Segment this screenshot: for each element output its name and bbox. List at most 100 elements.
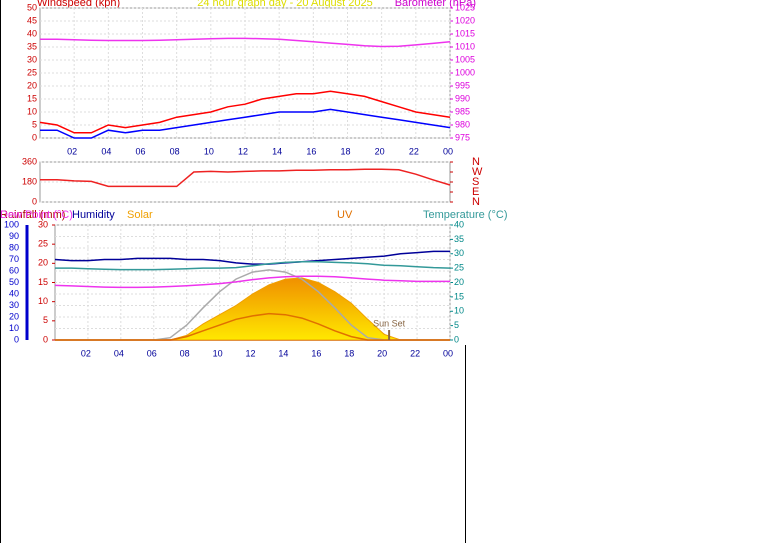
- y3-tick-label: 20: [38, 258, 48, 268]
- y3-tick-label: 10: [38, 296, 48, 306]
- y2-tick-label: 985: [455, 106, 470, 116]
- y2-tick-label: 35: [454, 234, 464, 244]
- legend-label: Dew Point (°C): [0, 209, 73, 221]
- y-tick-label: 70: [9, 254, 19, 264]
- y2-tick-label: 1020: [455, 15, 475, 25]
- y-tick-label: 60: [9, 265, 19, 275]
- y-tick-label: 25: [27, 67, 37, 77]
- x-tick-label: 12: [245, 348, 255, 358]
- x-tick-label: 18: [344, 348, 354, 358]
- y2-tick-label: N: [472, 156, 480, 168]
- y2-tick-label: 995: [455, 80, 470, 90]
- annotation: Sun Set: [373, 318, 406, 328]
- legend-label: Humidity: [72, 209, 115, 221]
- x-tick-label: 02: [67, 146, 77, 156]
- y-tick-label: 10: [27, 106, 37, 116]
- y2-tick-label: 10: [454, 306, 464, 316]
- x-tick-label: 08: [180, 348, 190, 358]
- y3-tick-label: 15: [38, 277, 48, 287]
- y3-tick-label: 25: [38, 239, 48, 249]
- legend-label: UV: [337, 209, 353, 221]
- x-tick-label: 10: [213, 348, 223, 358]
- y2-tick-label: 1010: [455, 41, 475, 51]
- y-tick-label: 360: [22, 156, 37, 166]
- y-tick-label: 5: [32, 119, 37, 129]
- y-tick-label: 10: [9, 323, 19, 333]
- y2-tick-label: 20: [454, 277, 464, 287]
- legend-label: Temperature (°C): [423, 209, 507, 221]
- y-tick-label: 100: [4, 219, 19, 229]
- x-tick-label: 22: [410, 348, 420, 358]
- y-tick-label: 0: [32, 132, 37, 142]
- y2-axis-label: Barometer (hPa): [395, 0, 476, 9]
- y-tick-label: 45: [27, 15, 37, 25]
- series-line: [40, 168, 451, 188]
- x-tick-label: 20: [377, 348, 387, 358]
- y2-tick-label: 1005: [455, 54, 475, 64]
- y-tick-label: 50: [9, 277, 19, 287]
- y2-tick-label: 1015: [455, 28, 475, 38]
- y-tick-label: 30: [27, 54, 37, 64]
- y2-tick-label: 980: [455, 119, 470, 129]
- y2-tick-label: 990: [455, 93, 470, 103]
- y-tick-label: 20: [9, 311, 19, 321]
- series-line: [40, 108, 451, 139]
- y-tick-label: 50: [27, 2, 37, 12]
- x-tick-label: 16: [306, 146, 316, 156]
- y3-tick-label: 0: [43, 334, 48, 344]
- y-tick-label: 180: [22, 176, 37, 186]
- x-tick-label: 18: [340, 146, 350, 156]
- y-tick-label: 30: [9, 300, 19, 310]
- y-tick-label: 0: [32, 196, 37, 206]
- y-tick-label: 90: [9, 231, 19, 241]
- x-tick-label: 16: [311, 348, 321, 358]
- x-tick-label: 12: [238, 146, 248, 156]
- series-line: [55, 261, 451, 271]
- x-tick-label: 10: [204, 146, 214, 156]
- x-tick-label: 20: [375, 146, 385, 156]
- x-tick-label: 06: [135, 146, 145, 156]
- y-tick-label: 0: [14, 334, 19, 344]
- series-line: [54, 250, 450, 265]
- y2-tick-label: 30: [454, 248, 464, 258]
- y-tick-label: 80: [9, 242, 19, 252]
- y2-tick-label: 5: [454, 320, 459, 330]
- y2-tick-label: N: [472, 196, 480, 208]
- x-tick-label: 14: [278, 348, 288, 358]
- y2-tick-label: 1000: [455, 67, 475, 77]
- x-tick-label: 08: [170, 146, 180, 156]
- y-tick-label: 20: [27, 80, 37, 90]
- x-tick-label: 00: [443, 146, 453, 156]
- y2-tick-label: W: [472, 166, 483, 178]
- x-tick-label: 06: [147, 348, 157, 358]
- legend-label: Solar: [127, 209, 153, 221]
- series-line: [55, 312, 450, 341]
- y2-tick-label: 0: [454, 334, 459, 344]
- y2-tick-label: 15: [454, 291, 464, 301]
- y2-tick-label: E: [472, 186, 479, 198]
- y-axis-label: Windspeed (kph): [37, 0, 120, 9]
- y2-tick-label: 975: [455, 132, 470, 142]
- y2-tick-label: 40: [454, 219, 464, 229]
- x-tick-label: 00: [443, 348, 453, 358]
- y-tick-label: 40: [9, 288, 19, 298]
- series-line: [39, 90, 451, 134]
- legend-label: Rainfall (mm): [0, 209, 65, 221]
- x-tick-label: 02: [81, 348, 91, 358]
- y-tick-label: 35: [27, 41, 37, 51]
- series-line: [54, 275, 450, 289]
- y2-tick-label: 25: [454, 263, 464, 273]
- x-tick-label: 22: [409, 146, 419, 156]
- y-tick-label: 15: [27, 93, 37, 103]
- y-tick-label: 40: [27, 28, 37, 38]
- series-line: [40, 37, 451, 48]
- x-tick-label: 14: [272, 146, 282, 156]
- x-tick-label: 04: [101, 146, 111, 156]
- y2-tick-label: S: [472, 176, 479, 188]
- y2-tick-label: 1025: [455, 2, 475, 12]
- y3-tick-label: 30: [38, 219, 48, 229]
- y3-tick-label: 5: [43, 315, 48, 325]
- x-tick-label: 04: [114, 348, 124, 358]
- chart-title: 24 hour graph day - 20 August 2025: [197, 0, 373, 9]
